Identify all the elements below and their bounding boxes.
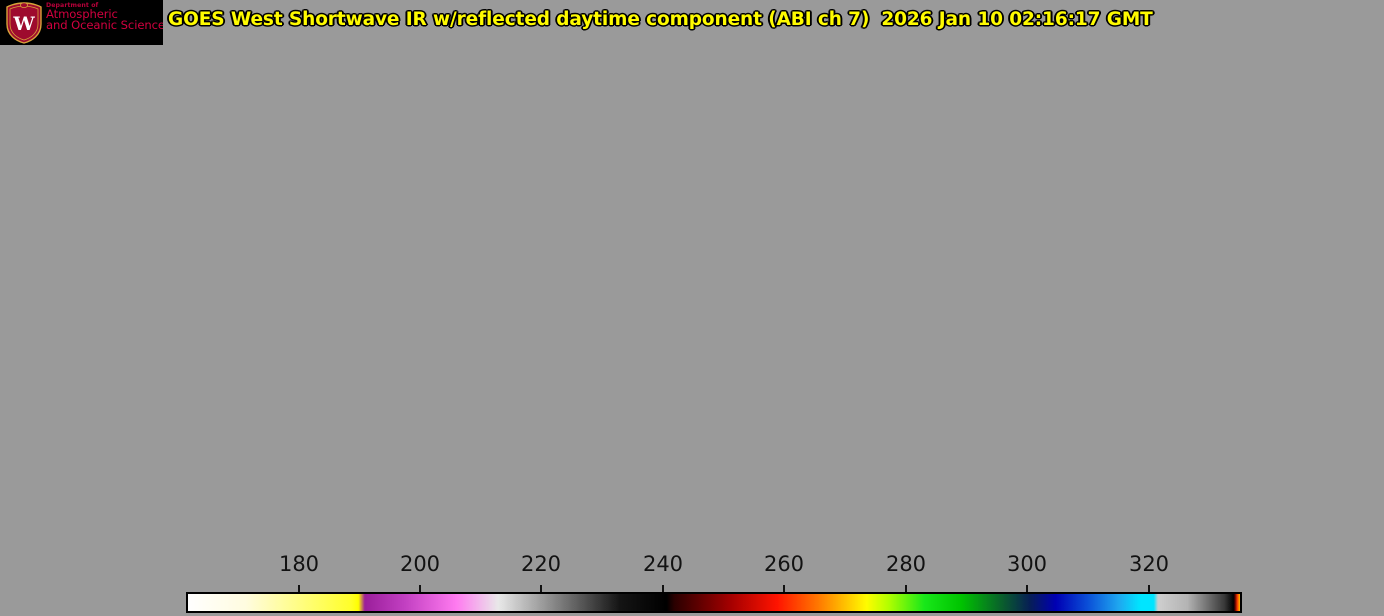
colorbar: 180 200 220 240 260 280 300 320 bbox=[0, 552, 1384, 616]
colorbar-tick-label: 300 bbox=[1006, 552, 1048, 576]
image-title: GOES West Shortwave IR w/reflected dayti… bbox=[168, 9, 1153, 30]
colorbar-tick-mark bbox=[298, 585, 300, 592]
colorbar-gradient-frame[interactable] bbox=[186, 592, 1242, 613]
svg-text:W: W bbox=[12, 13, 35, 35]
logo-line-oceanic: and Oceanic Sciences bbox=[46, 18, 163, 33]
title-timestamp: 2026 Jan 10 02:16:17 GMT bbox=[881, 9, 1153, 30]
colorbar-tick-label: 180 bbox=[278, 552, 320, 576]
logo-department-line: Department of bbox=[46, 2, 99, 9]
colorbar-tick-label: 200 bbox=[399, 552, 441, 576]
colorbar-tick-label: 320 bbox=[1128, 552, 1170, 576]
colorbar-tick-label: 260 bbox=[763, 552, 805, 576]
colorbar-tick-mark bbox=[419, 585, 421, 592]
colorbar-tick-mark bbox=[1026, 585, 1028, 592]
colorbar-tick-mark bbox=[540, 585, 542, 592]
colorbar-tick-mark bbox=[1148, 585, 1150, 592]
colorbar-tick-mark bbox=[905, 585, 907, 592]
uw-crest-icon: W bbox=[6, 2, 42, 44]
colorbar-gradient bbox=[188, 594, 1240, 611]
title-product-text: GOES West Shortwave IR w/reflected dayti… bbox=[168, 9, 870, 30]
colorbar-tick-label: 280 bbox=[885, 552, 927, 576]
colorbar-tick-mark bbox=[783, 585, 785, 592]
colorbar-tick-label: 240 bbox=[642, 552, 684, 576]
colorbar-tick-labels: 180 200 220 240 260 280 300 320 bbox=[0, 552, 1384, 592]
logo-line-atmospheric: Atmospheric bbox=[46, 7, 118, 22]
colorbar-tick-mark bbox=[662, 585, 664, 592]
logo-text-block: Department of Atmospheric and Oceanic Sc… bbox=[46, 2, 163, 33]
uw-aos-logo-banner: W Department of Atmospheric and Oceanic … bbox=[0, 0, 163, 45]
colorbar-tick-label: 220 bbox=[520, 552, 562, 576]
